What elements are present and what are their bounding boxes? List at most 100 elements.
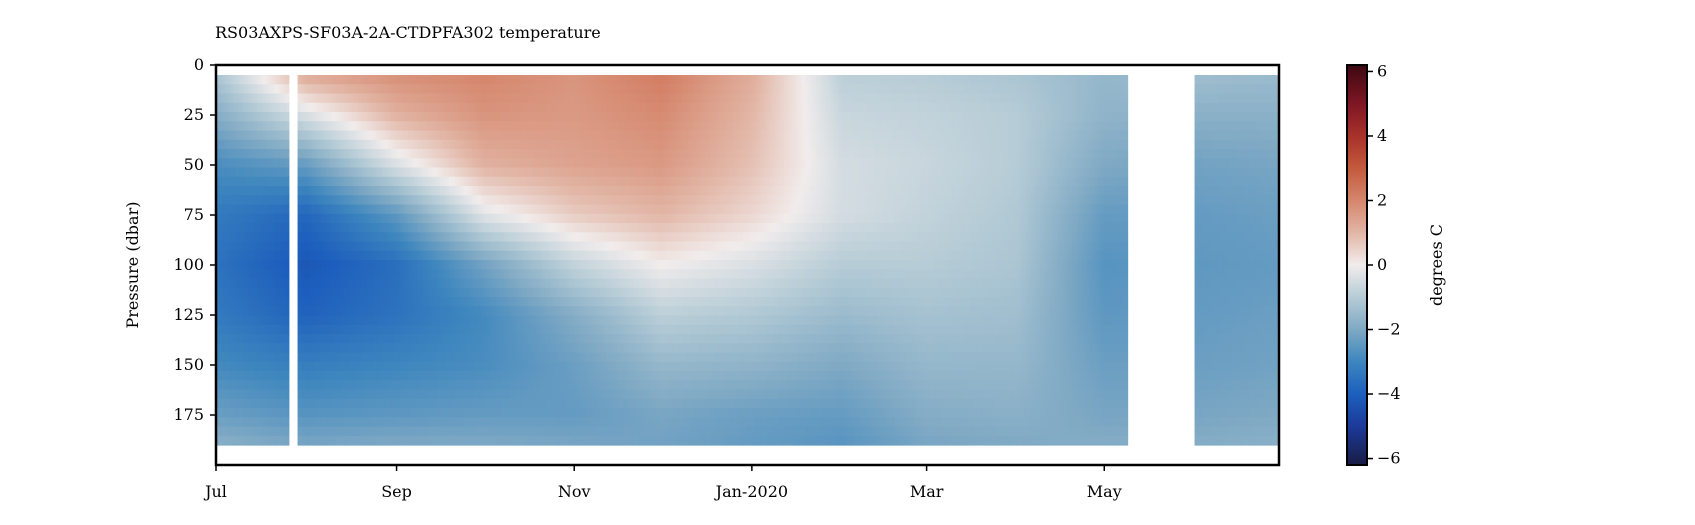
heatmap-cell [358,306,363,317]
heatmap-cell [297,204,302,215]
heatmap-cell [390,84,395,95]
heatmap-cell [317,167,322,178]
heatmap-cell [344,195,348,206]
heatmap-cell [239,195,243,206]
heatmap-cell [253,398,258,409]
heatmap-cell [341,306,345,317]
heatmap-cell [352,241,357,252]
heatmap-cell [320,167,325,178]
heatmap-cell [306,297,310,307]
heatmap-cell [419,380,424,391]
heatmap-cell [370,408,374,418]
heatmap-cell [419,278,424,289]
heatmap-cell [414,260,418,270]
heatmap-cell [256,241,261,252]
heatmap-cell [230,121,235,132]
heatmap-cell [271,186,275,196]
heatmap-cell [259,93,264,104]
heatmap-cell [271,130,275,141]
heatmap-cell [216,84,220,95]
heatmap-cell [358,278,363,289]
heatmap-cell [387,195,392,206]
heatmap-cell [396,139,401,150]
heatmap-cell [341,139,345,150]
heatmap-cell [440,167,444,178]
heatmap-cell [306,93,310,104]
heatmap-cell [402,167,406,178]
heatmap-cell [382,315,386,326]
heatmap-cell [390,232,395,243]
heatmap-cell [248,417,252,428]
heatmap-cell [376,352,380,363]
heatmap-cell [265,195,270,206]
heatmap-cell [390,158,395,169]
heatmap-cell [216,352,220,363]
heatmap-cell [370,306,374,317]
heatmap-cell [262,232,267,243]
heatmap-cell [370,380,374,391]
heatmap-cell [338,278,342,289]
heatmap-cell [361,389,366,400]
heatmap-cell [312,232,316,243]
heatmap-cell [259,204,264,215]
heatmap-cell [425,389,430,400]
heatmap-cell [262,315,267,326]
heatmap-cell [414,334,418,344]
heatmap-cell [230,223,235,233]
heatmap-cell [271,250,275,261]
heatmap-cell [218,324,223,335]
heatmap-cell [218,223,223,233]
heatmap-cell [355,213,360,224]
heatmap-cell [347,334,351,344]
heatmap-cell [399,315,403,326]
heatmap-cell [271,352,275,363]
heatmap-cell [448,278,453,289]
heatmap-cell [390,324,395,335]
heatmap-cell [402,315,406,326]
heatmap-cell [416,426,421,437]
heatmap-cell [425,112,430,122]
heatmap-cell [221,435,226,446]
heatmap-cell [411,232,415,243]
heatmap-cell [256,75,261,85]
heatmap-cell [393,287,398,298]
heatmap-cell [323,149,328,159]
heatmap-cell [414,121,418,132]
heatmap-cell [253,278,258,289]
heatmap-cell [227,250,232,261]
heatmap-cell [233,324,237,335]
heatmap-cell [280,112,284,122]
heatmap-cell [344,417,348,428]
heatmap-cell [411,315,415,326]
heatmap-cell [370,232,374,243]
chart-title: RS03AXPS-SF03A-2A-CTDPFA302 temperature [215,23,601,42]
heatmap-cell [367,435,371,446]
heatmap-cell [256,195,261,206]
heatmap-cell [352,139,357,150]
heatmap-cell [332,426,336,437]
heatmap-cell [408,93,412,104]
heatmap-cell [236,195,240,206]
heatmap-cell [408,426,412,437]
heatmap-cell [437,213,441,224]
heatmap-cell [428,324,433,335]
heatmap-cell [245,297,249,307]
heatmap-cell [393,426,398,437]
heatmap-cell [411,112,415,122]
heatmap-cell [364,426,369,437]
heatmap-cell [300,167,304,178]
heatmap-cell [373,232,377,243]
heatmap-cell [396,241,401,252]
heatmap-cell [422,334,427,344]
heatmap-cell [227,167,232,178]
heatmap-cell [370,260,374,270]
heatmap-cell [408,352,412,363]
heatmap-cell [349,426,354,437]
heatmap-cell [315,195,319,206]
heatmap-cell [338,371,342,381]
heatmap-cell [256,278,261,289]
heatmap-cell [277,130,281,141]
heatmap-cell [233,352,237,363]
heatmap-cell [416,130,421,141]
heatmap-cell [329,241,334,252]
